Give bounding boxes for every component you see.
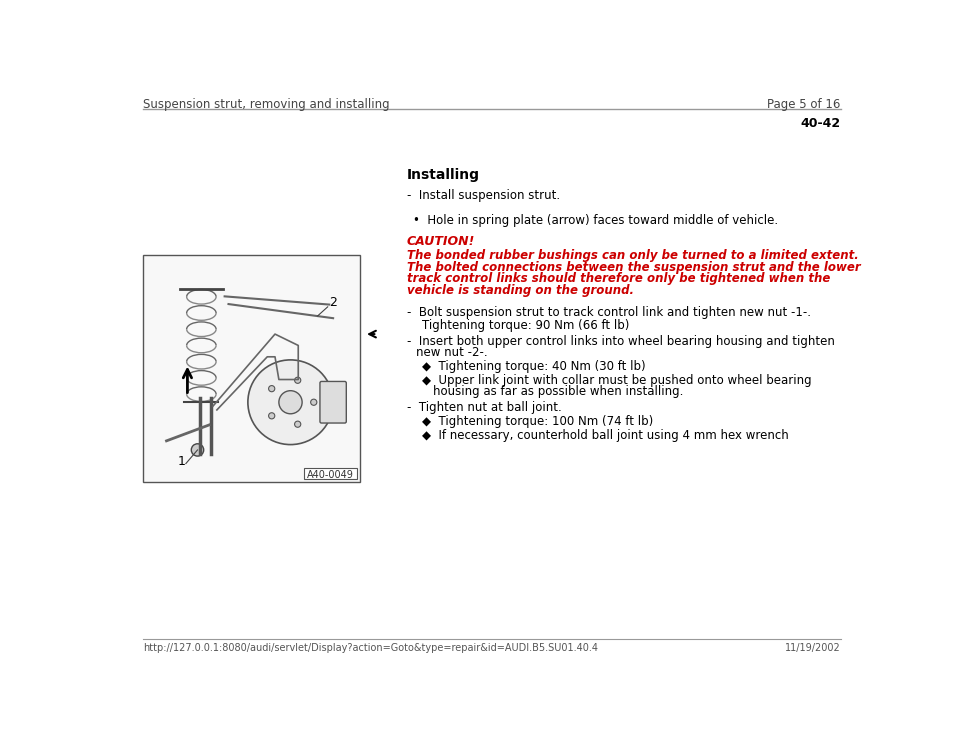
Text: ◆  Upper link joint with collar must be pushed onto wheel bearing: ◆ Upper link joint with collar must be p…: [422, 374, 812, 387]
Text: Suspension strut, removing and installing: Suspension strut, removing and installin…: [143, 98, 390, 111]
Text: -  Tighten nut at ball joint.: - Tighten nut at ball joint.: [407, 401, 562, 414]
Text: -  Bolt suspension strut to track control link and tighten new nut -1-.: - Bolt suspension strut to track control…: [407, 306, 811, 319]
Text: housing as far as possible when installing.: housing as far as possible when installi…: [433, 386, 684, 398]
Text: Page 5 of 16: Page 5 of 16: [767, 98, 841, 111]
Bar: [143, 255, 360, 482]
Circle shape: [295, 377, 300, 384]
Text: 11/19/2002: 11/19/2002: [785, 643, 841, 654]
Text: vehicle is standing on the ground.: vehicle is standing on the ground.: [407, 284, 634, 297]
Circle shape: [191, 444, 204, 456]
Circle shape: [278, 391, 302, 414]
Text: Installing: Installing: [407, 168, 480, 182]
Text: CAUTION!: CAUTION!: [407, 235, 475, 249]
Text: The bonded rubber bushings can only be turned to a limited extent.: The bonded rubber bushings can only be t…: [407, 249, 858, 262]
Text: -  Install suspension strut.: - Install suspension strut.: [407, 189, 560, 202]
Text: new nut -2-.: new nut -2-.: [416, 347, 488, 359]
Circle shape: [295, 421, 300, 427]
Text: ◆  Tightening torque: 100 Nm (74 ft lb): ◆ Tightening torque: 100 Nm (74 ft lb): [422, 415, 654, 427]
Circle shape: [311, 399, 317, 405]
Text: -  Insert both upper control links into wheel bearing housing and tighten: - Insert both upper control links into w…: [407, 335, 834, 348]
Text: ◆  If necessary, counterhold ball joint using 4 mm hex wrench: ◆ If necessary, counterhold ball joint u…: [422, 429, 789, 441]
Circle shape: [269, 386, 275, 392]
Text: ◆  Tightening torque: 40 Nm (30 ft lb): ◆ Tightening torque: 40 Nm (30 ft lb): [422, 360, 646, 373]
FancyBboxPatch shape: [320, 381, 347, 423]
Text: A40-0049: A40-0049: [307, 470, 354, 480]
Bar: [304, 468, 357, 479]
Text: Tightening torque: 90 Nm (66 ft lb): Tightening torque: 90 Nm (66 ft lb): [422, 319, 630, 332]
Circle shape: [248, 360, 333, 444]
Circle shape: [269, 413, 275, 419]
Text: 2: 2: [329, 296, 337, 309]
Text: 1: 1: [179, 455, 186, 468]
Text: The bolted connections between the suspension strut and the lower: The bolted connections between the suspe…: [407, 260, 860, 274]
Text: http://127.0.0.1:8080/audi/servlet/Display?action=Goto&type=repair&id=AUDI.B5.SU: http://127.0.0.1:8080/audi/servlet/Displ…: [143, 643, 598, 654]
Text: •  Hole in spring plate (arrow) faces toward middle of vehicle.: • Hole in spring plate (arrow) faces tow…: [413, 214, 778, 227]
Text: track control links should therefore only be tightened when the: track control links should therefore onl…: [407, 272, 830, 286]
Text: 40-42: 40-42: [801, 116, 841, 130]
